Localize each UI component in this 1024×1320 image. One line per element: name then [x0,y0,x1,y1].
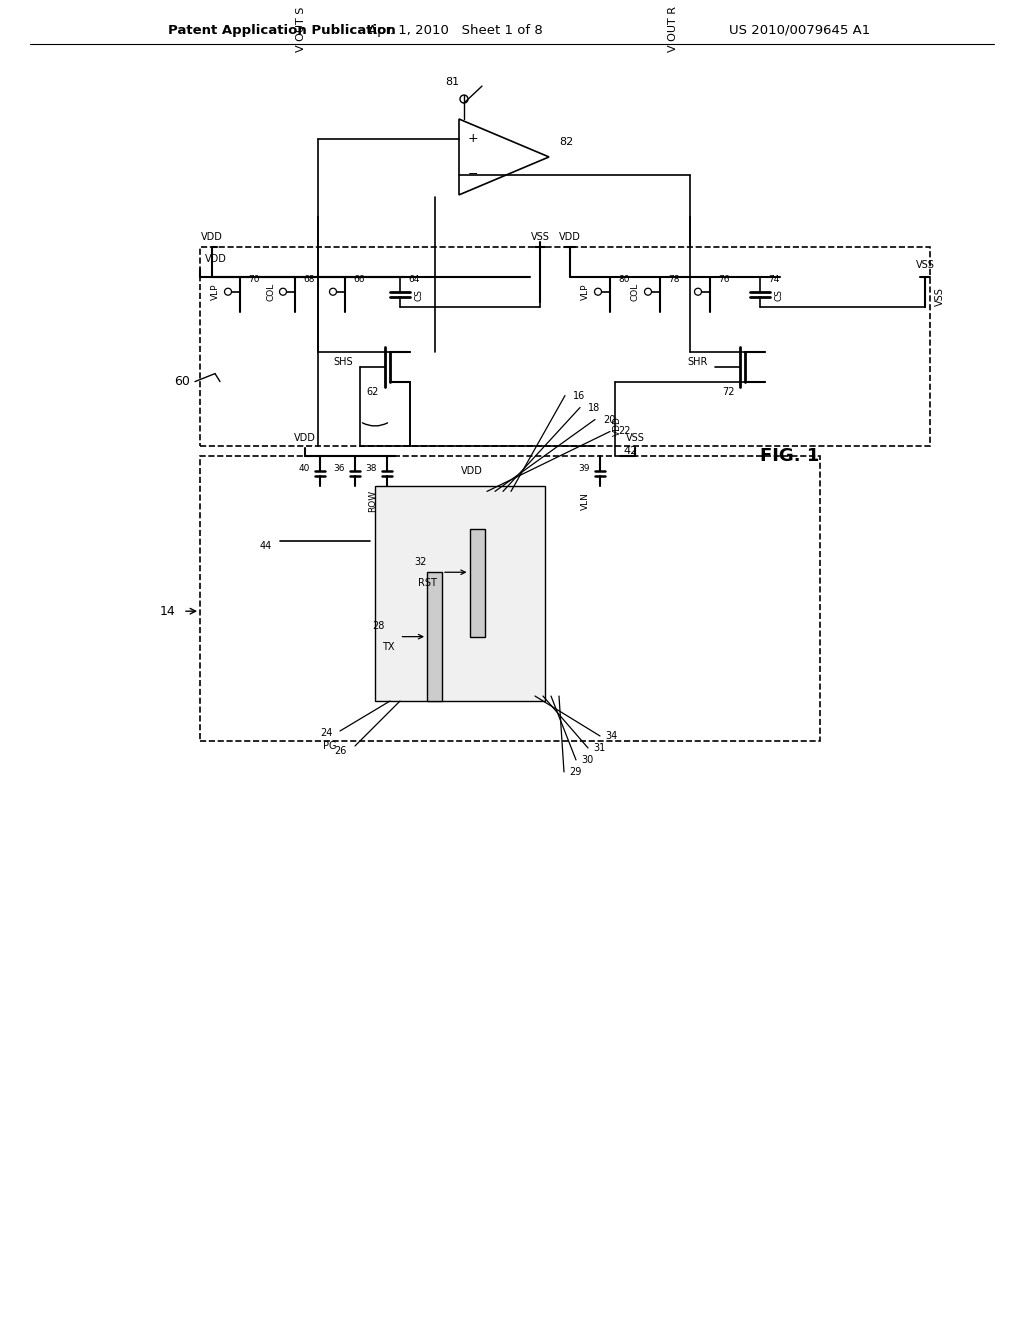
Text: 26: 26 [335,746,347,756]
Text: 14: 14 [160,605,175,618]
Text: COL: COL [266,282,275,301]
Text: 78: 78 [668,276,680,284]
Text: Patent Application Publication: Patent Application Publication [168,24,395,37]
Text: 18: 18 [588,403,600,413]
Text: 62: 62 [367,387,379,396]
Text: 44: 44 [260,541,272,552]
Bar [200,457,820,741]
Text: ROW: ROW [368,490,377,512]
Text: VDD: VDD [205,253,227,264]
Text: 24: 24 [321,729,333,738]
Text: VLP: VLP [581,284,590,300]
Text: 82: 82 [559,137,573,147]
Text: −: − [468,169,478,181]
Text: 76: 76 [718,276,729,284]
Text: VSS: VSS [915,260,935,269]
Text: V OUT R: V OUT R [668,7,678,53]
Text: 72: 72 [722,387,734,396]
Text: 81: 81 [445,77,459,87]
Text: US 2010/0079645 A1: US 2010/0079645 A1 [729,24,870,37]
Text: TX: TX [382,643,394,652]
Text: VSS: VSS [530,232,550,242]
Text: 60: 60 [174,375,190,388]
Text: 38: 38 [366,463,377,473]
Text: 70: 70 [248,276,259,284]
Text: 39: 39 [579,463,590,473]
Text: 16: 16 [573,391,586,400]
Text: 29: 29 [569,767,582,777]
Text: VLP: VLP [211,284,220,300]
Text: 68: 68 [303,276,314,284]
Bar [200,247,930,446]
Text: V OUT S: V OUT S [296,7,306,51]
Text: Apr. 1, 2010   Sheet 1 of 8: Apr. 1, 2010 Sheet 1 of 8 [368,24,543,37]
Text: SHR: SHR [688,356,708,367]
Text: VDD: VDD [294,433,316,444]
Text: 80: 80 [618,276,630,284]
Text: 64: 64 [408,276,420,284]
Text: 36: 36 [334,463,345,473]
Text: RST: RST [418,578,437,587]
Text: 22: 22 [618,426,631,437]
Text: CS: CS [415,289,424,301]
Text: 42: 42 [623,446,637,457]
Text: SHS: SHS [334,356,353,367]
Text: VDD: VDD [201,232,223,242]
Text: VDD: VDD [613,417,622,437]
Text: 74: 74 [768,276,779,284]
Text: VSS: VSS [626,433,644,444]
Bar [427,573,442,701]
Text: VDD: VDD [461,466,483,477]
Text: 40: 40 [299,463,310,473]
Text: 28: 28 [372,620,384,631]
Text: VDD: VDD [559,232,581,242]
Text: 20: 20 [603,414,615,425]
Text: 30: 30 [581,755,593,764]
Bar [375,486,545,701]
Text: 31: 31 [593,743,605,752]
Text: FIG. 1: FIG. 1 [760,447,819,466]
Text: +: + [468,132,478,145]
Text: 34: 34 [605,731,617,741]
Text: VSS: VSS [935,288,945,306]
Bar [469,529,484,636]
Text: 66: 66 [353,276,365,284]
Text: VLN: VLN [581,492,590,511]
Text: CS: CS [775,289,784,301]
Text: 32: 32 [415,557,427,566]
Text: PG: PG [324,741,337,751]
Text: COL: COL [631,282,640,301]
